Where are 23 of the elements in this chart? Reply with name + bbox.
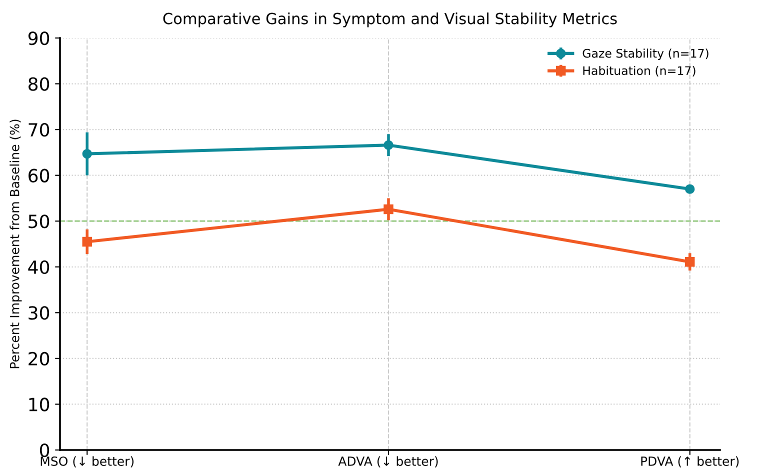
y-tick-label: 0 [40, 443, 50, 458]
y-tick-label: 30 [28, 306, 50, 320]
y-tick-label: 20 [28, 352, 50, 366]
point [384, 204, 394, 214]
point [82, 236, 92, 247]
point [82, 148, 92, 159]
y-tick-label: 10 [29, 398, 50, 412]
y-tick-label: 40 [28, 260, 50, 274]
y-tick-label: 90 [28, 31, 50, 46]
x-tick-label: ADVA (↓ better) [338, 456, 438, 468]
point [685, 256, 695, 267]
x-tick-label: PDVA (↑ better) [641, 456, 739, 468]
point [685, 184, 695, 194]
legend-label: Habituation (n=17) [583, 66, 696, 76]
y-tick-label: 80 [28, 77, 50, 91]
legend-label: Gaze Stability (n=17) [582, 48, 708, 60]
y-tick-label: 60 [28, 168, 50, 182]
x-tick-label: MSO (↓ better) [40, 456, 134, 468]
chart-title: Comparative Gains in Symptom and Visual Stability Metrics [163, 12, 617, 28]
y-tick-label: 50 [28, 214, 50, 228]
y-axis-title: Percent Improvement from Baseline (%) [10, 120, 22, 368]
point [384, 140, 394, 150]
y-tick-label: 70 [28, 123, 50, 137]
